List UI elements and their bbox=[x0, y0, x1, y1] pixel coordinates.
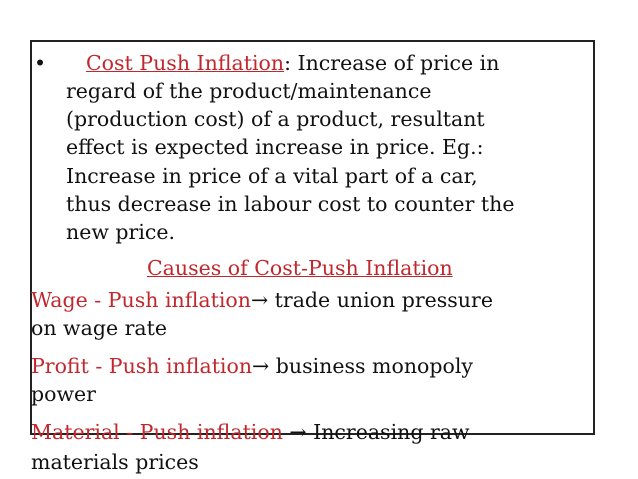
cause-line: Profit - Push inflation→ business monopo… bbox=[31, 352, 473, 380]
bullet-line: new price. bbox=[66, 220, 176, 244]
bullet-line: (production cost) of a product, resultan… bbox=[66, 107, 485, 131]
text: : Increase of price in bbox=[284, 51, 500, 75]
cause-text: → business monopoly bbox=[252, 354, 473, 378]
bullet-line: Increase in price of a vital part of a c… bbox=[66, 164, 478, 188]
cause-text: → trade union pressure bbox=[250, 288, 493, 312]
bullet-marker: • bbox=[34, 51, 47, 75]
cause-line: Wage - Push inflation→ trade union press… bbox=[31, 286, 493, 314]
cause-line: materials prices bbox=[31, 450, 199, 474]
heading: Causes of Cost-Push Inflation bbox=[147, 256, 453, 280]
cause-line: on wage rate bbox=[31, 316, 167, 340]
bullet-line: effect is expected increase in price. Eg… bbox=[66, 135, 484, 159]
content-border bbox=[30, 40, 595, 435]
cause-text: → Increasing raw bbox=[282, 420, 470, 444]
bullet-line: Cost Push Inflation: Increase of price i… bbox=[86, 49, 499, 77]
bullet-line: thus decrease in labour cost to counter … bbox=[66, 192, 515, 216]
term: Cost Push Inflation bbox=[86, 51, 285, 75]
cause-line: Material - Push inflation → Increasing r… bbox=[31, 418, 470, 446]
cause-term: Material - Push inflation bbox=[31, 420, 283, 444]
cause-term: Profit - Push inflation bbox=[31, 354, 253, 378]
bullet-line: regard of the product/maintenance bbox=[66, 79, 432, 103]
cause-term: Wage - Push inflation bbox=[31, 288, 251, 312]
cause-line: power bbox=[31, 382, 96, 406]
